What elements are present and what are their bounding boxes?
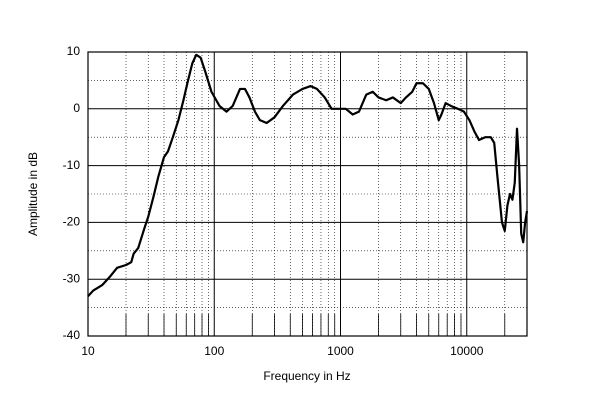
y-tick-label: 0 bbox=[73, 101, 80, 115]
x-tick-label: 10 bbox=[81, 344, 95, 358]
y-tick-label: -40 bbox=[63, 328, 81, 342]
response-line bbox=[87, 53, 529, 297]
x-tick-label: 100 bbox=[204, 344, 224, 358]
y-tick-label: -20 bbox=[63, 215, 81, 229]
x-tick-label: 1000 bbox=[327, 344, 354, 358]
x-axis-label: Frequency in Hz bbox=[263, 369, 350, 383]
y-tick-label: 10 bbox=[67, 44, 81, 58]
y-axis-label: Amplitude in dB bbox=[26, 152, 40, 236]
plot-frame bbox=[87, 51, 528, 337]
y-tick-label: -30 bbox=[63, 271, 81, 285]
y-tick-label: -10 bbox=[63, 158, 81, 172]
x-tick-label: 10000 bbox=[450, 344, 484, 358]
